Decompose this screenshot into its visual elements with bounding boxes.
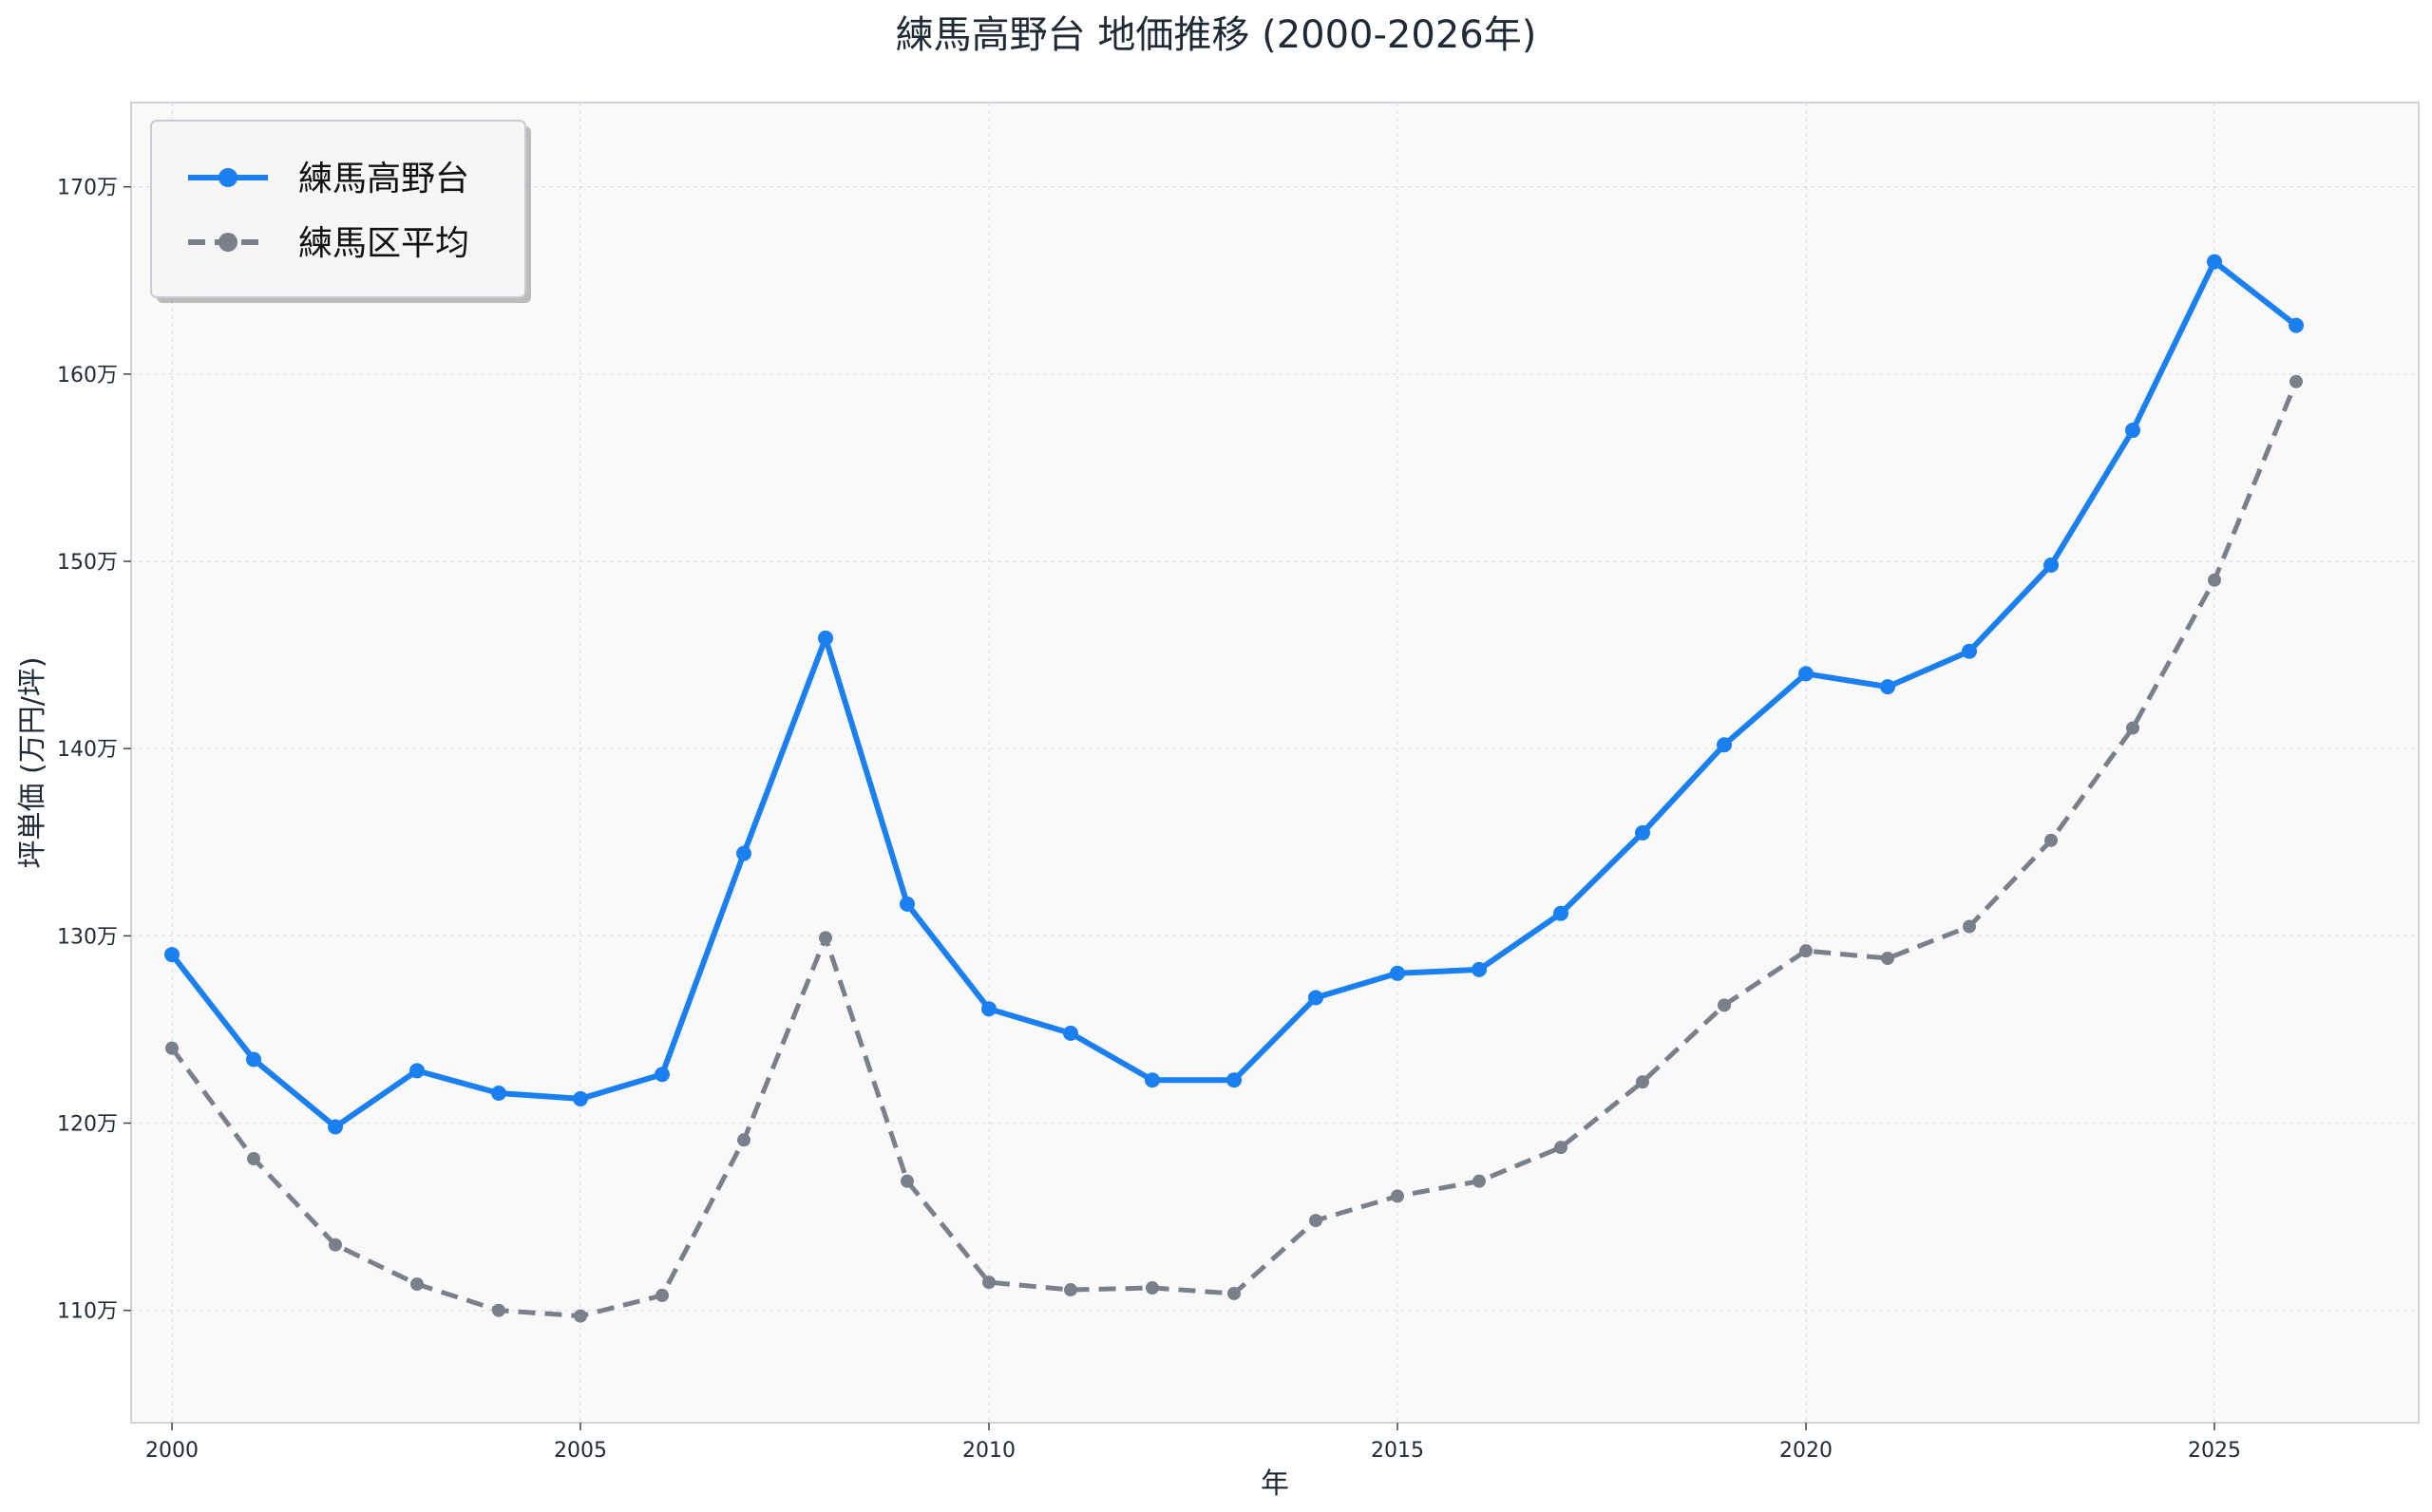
x-tick-label: 2025 (2188, 1439, 2241, 1463)
data-point (1390, 965, 1405, 981)
data-point (1636, 1075, 1649, 1089)
data-point (656, 1288, 669, 1302)
data-point (900, 896, 915, 912)
data-point (2043, 557, 2059, 573)
y-axis-ticks: 110万 120万 130万 140万 150万 160万 170万 (57, 177, 131, 1324)
x-tick-label: 2010 (962, 1439, 1016, 1463)
y-tick-label: 110万 (57, 1300, 118, 1324)
data-point (981, 1001, 997, 1017)
data-point (901, 1174, 914, 1188)
x-axis-ticks: 2000 2005 2010 2015 2020 2025 (145, 1423, 2241, 1463)
data-point (1881, 952, 1894, 966)
data-point (247, 1152, 260, 1165)
data-point (164, 947, 180, 963)
data-point (1146, 1281, 1159, 1295)
legend: 練馬高野台 練馬区平均 (150, 120, 531, 303)
data-point (1635, 824, 1650, 841)
data-point (2289, 317, 2304, 333)
data-point (1798, 666, 1814, 682)
data-point (982, 1276, 996, 1290)
data-point (1799, 944, 1813, 958)
data-point (1962, 643, 1977, 659)
chart-title: 練馬高野台 地価推移 (2000-2026年) (896, 13, 1537, 57)
data-point (1554, 1141, 1568, 1155)
data-point (246, 1051, 261, 1068)
data-point (574, 1309, 587, 1323)
data-point (2126, 721, 2139, 735)
data-point (410, 1277, 424, 1292)
data-point (1553, 905, 1568, 921)
data-point (1717, 737, 1732, 753)
y-tick-label: 150万 (57, 551, 118, 575)
data-point (1309, 1214, 1322, 1228)
x-tick-label: 2005 (554, 1439, 607, 1463)
legend-label-series-1: 練馬区平均 (298, 224, 469, 263)
data-point (2125, 423, 2140, 439)
x-tick-label: 2020 (1779, 1439, 1833, 1463)
data-point (2207, 254, 2222, 270)
data-point (1472, 961, 1487, 977)
y-tick-label: 140万 (57, 738, 118, 762)
data-point (819, 931, 832, 945)
legend-box (150, 120, 526, 298)
x-tick-label: 2000 (145, 1439, 199, 1463)
data-point (1063, 1025, 1078, 1041)
data-point (1227, 1286, 1241, 1300)
data-point (1308, 990, 1323, 1006)
data-point (1391, 1189, 1404, 1203)
x-tick-label: 2015 (1371, 1439, 1424, 1463)
data-point (655, 1067, 670, 1083)
data-point (1145, 1072, 1160, 1088)
data-point (1880, 679, 1895, 695)
data-point (492, 1303, 505, 1317)
data-point (1472, 1174, 1486, 1188)
data-point (1064, 1283, 1077, 1297)
data-point (1963, 919, 1976, 934)
data-point (2208, 573, 2221, 587)
data-point (328, 1119, 343, 1135)
y-tick-label: 120万 (57, 1113, 118, 1137)
plot-area (130, 102, 2420, 1424)
y-axis-label: 坪単価 (万円/坪) (16, 656, 49, 868)
data-point (818, 630, 833, 646)
legend-label-series-0: 練馬高野台 (298, 160, 469, 198)
series-1 (165, 374, 2303, 1323)
data-point (409, 1063, 425, 1079)
series-0 (164, 254, 2304, 1135)
series-group (164, 254, 2304, 1323)
y-tick-label: 170万 (57, 177, 118, 200)
x-axis-label: 年 (1261, 1467, 1289, 1501)
y-tick-label: 130万 (57, 925, 118, 949)
y-tick-label: 160万 (57, 364, 118, 387)
data-point (1718, 998, 1731, 1012)
data-point (329, 1238, 342, 1252)
legend-marker-series-1 (218, 233, 238, 252)
data-point (2044, 833, 2058, 847)
data-point (1226, 1072, 1242, 1088)
legend-marker-series-0 (218, 168, 238, 187)
data-point (736, 845, 751, 861)
data-point (737, 1133, 750, 1147)
data-point (2290, 374, 2303, 388)
data-point (165, 1041, 179, 1055)
data-point (573, 1090, 588, 1106)
data-point (491, 1085, 506, 1101)
